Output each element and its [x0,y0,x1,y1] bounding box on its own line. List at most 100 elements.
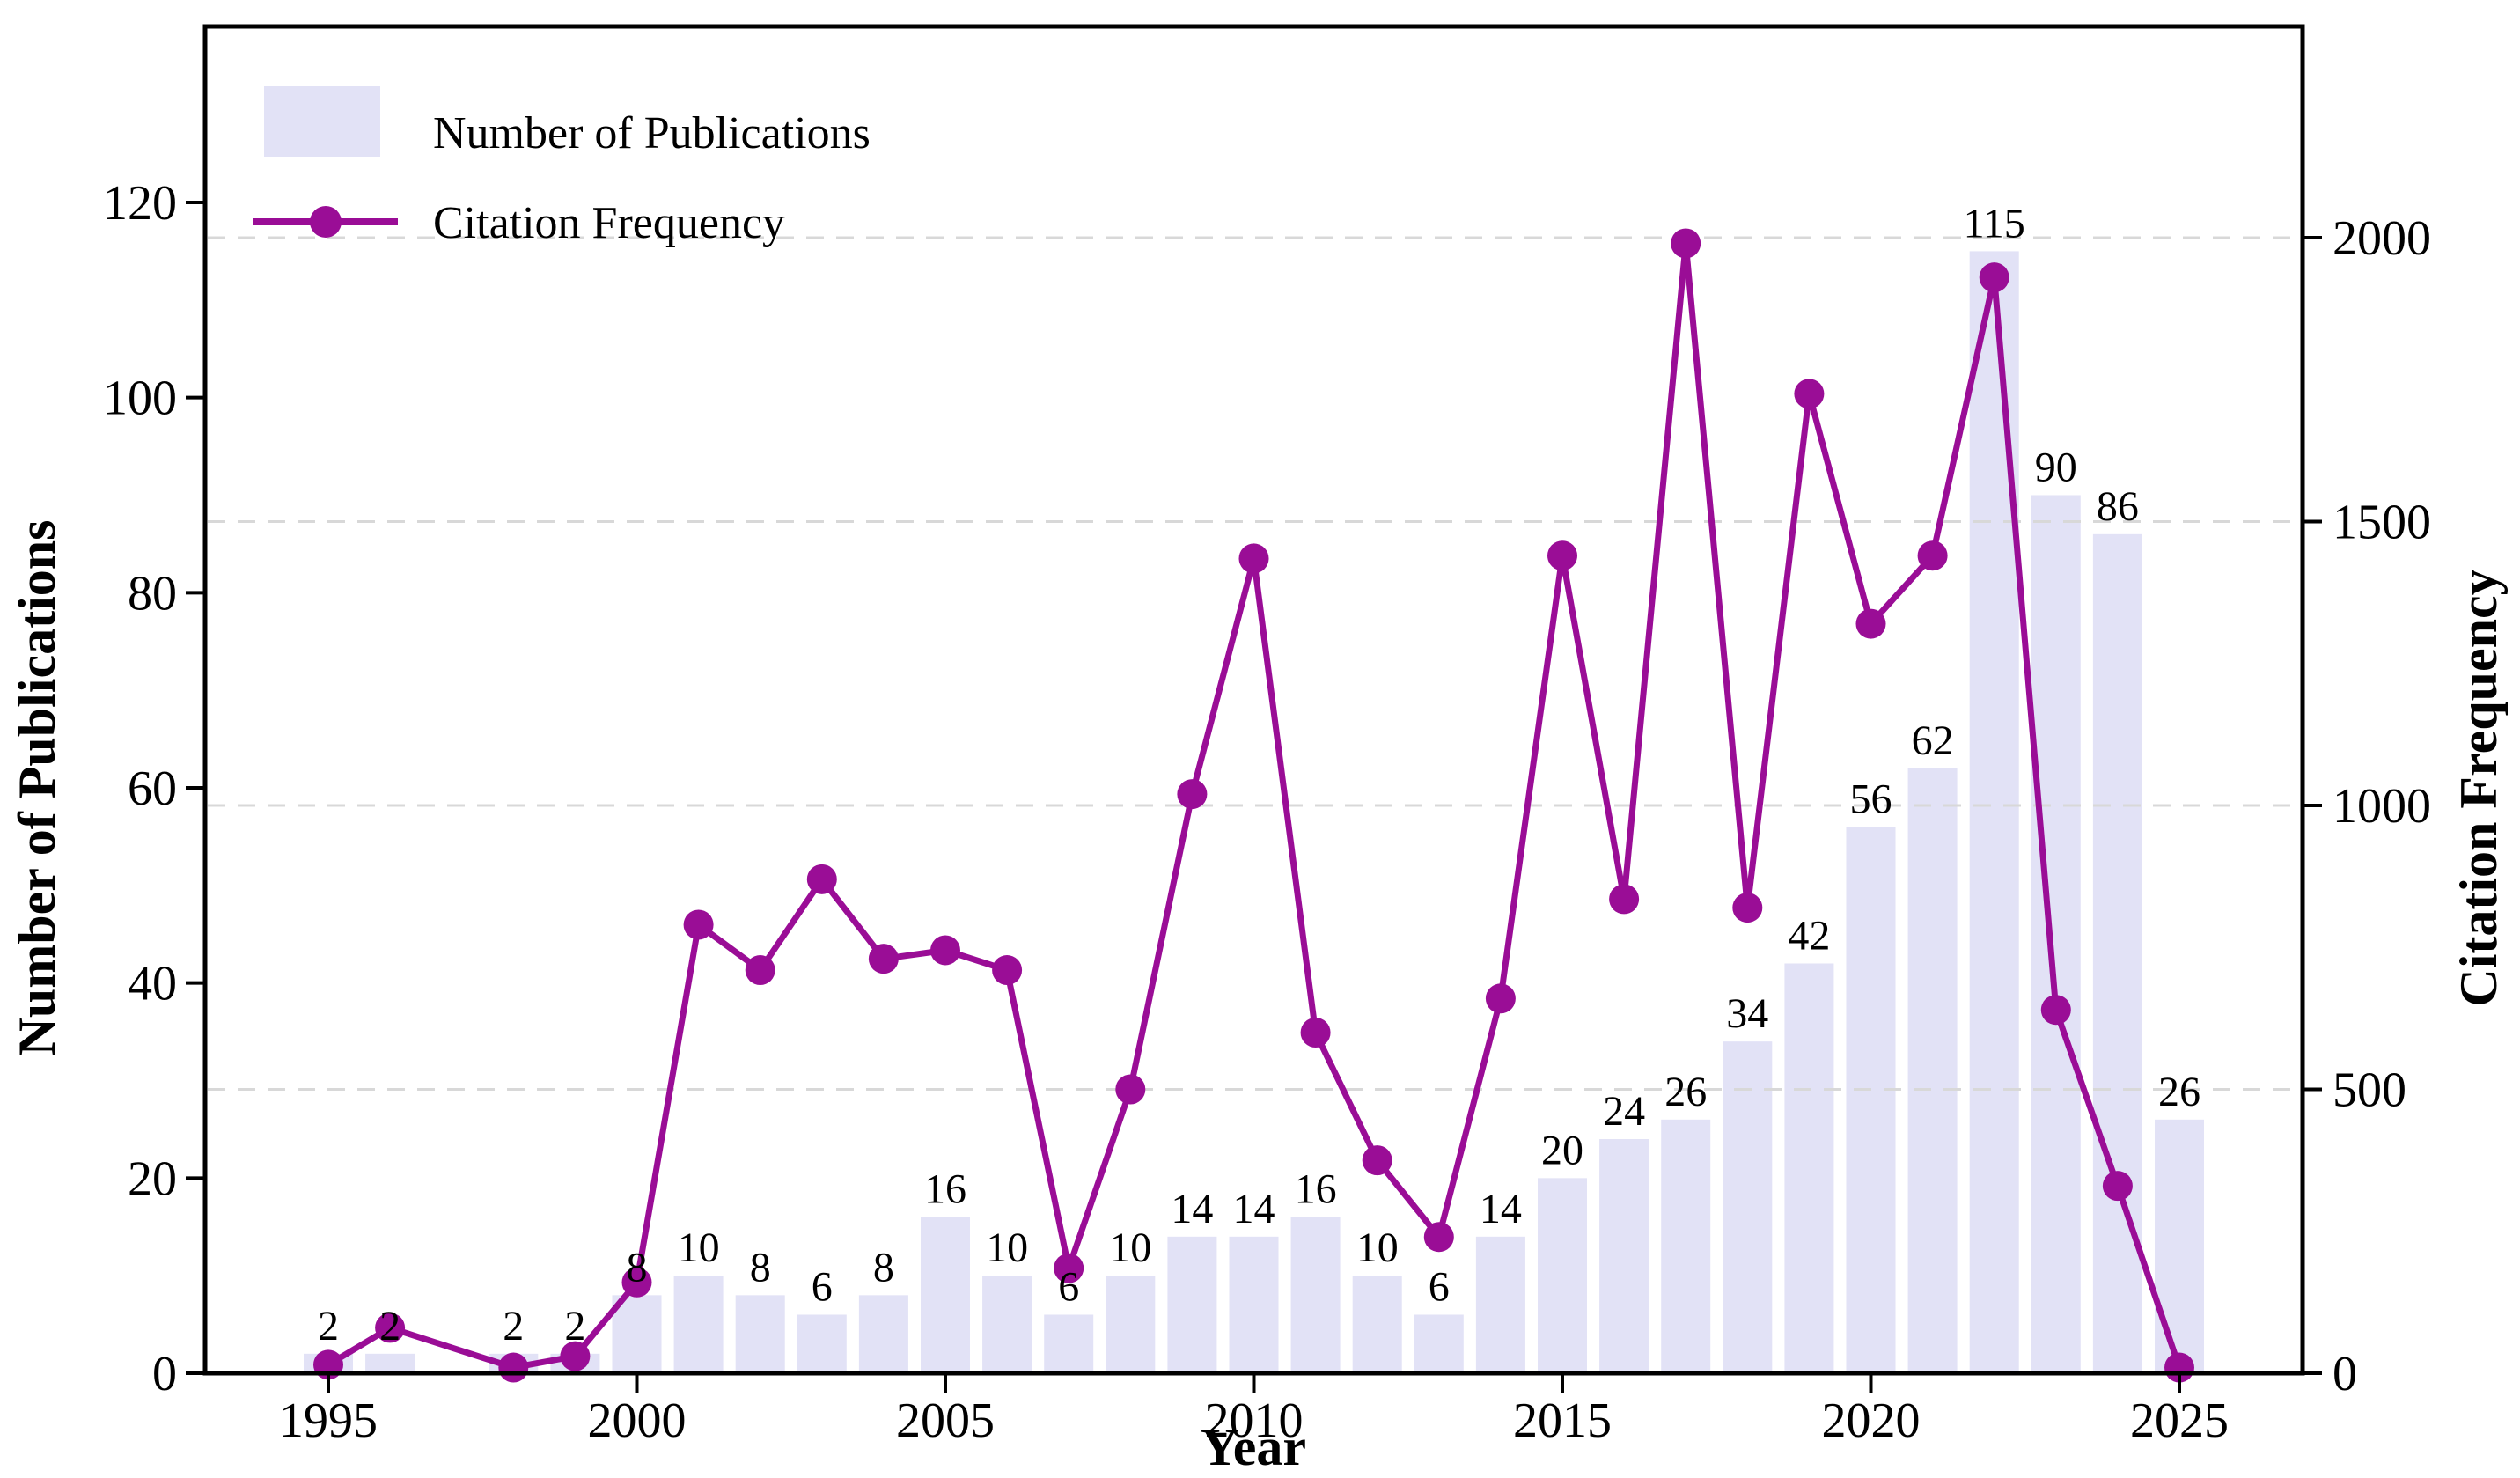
x-tick-label-2015: 2015 [1513,1393,1612,1448]
bar-value-label-1999: 2 [564,1303,585,1349]
y-right-tick-label-0: 0 [2333,1347,2357,1401]
bar-2021 [1907,768,1958,1373]
bar-value-label-2019: 42 [1788,913,1830,960]
x-tick-label-2020: 2020 [1822,1393,1921,1448]
citation-marker-1996 [375,1313,406,1343]
citation-marker-2018 [1732,893,1763,923]
citation-marker-2006 [992,955,1023,986]
x-tick-label-2000: 2000 [588,1393,687,1448]
bar-1996 [365,1353,415,1373]
citation-marker-2016 [1609,884,1640,915]
citation-marker-2023 [2040,995,2071,1026]
bar-2003 [797,1314,847,1373]
bar-value-label-2001: 10 [678,1224,720,1271]
y-left-axis-title: Number of Publications [8,520,66,1056]
bar-value-label-2012: 10 [1356,1224,1399,1271]
citation-marker-2008 [1115,1074,1146,1105]
y-left-tick-label-120: 120 [103,176,177,231]
bar-2013 [1414,1314,1464,1373]
bar-value-label-2010: 14 [1233,1186,1275,1232]
bar-2004 [858,1295,908,1373]
bar-2018 [1723,1041,1773,1373]
bar-2010 [1229,1236,1279,1373]
bar-value-label-2009: 14 [1171,1186,1213,1232]
bar-value-label-2008: 10 [1109,1224,1151,1271]
legend: Number of Publications Citation Frequenc… [253,86,871,248]
y-right-tick-label-1500: 1500 [2333,496,2431,550]
bar-2023 [2031,495,2081,1373]
bar-value-label-2004: 8 [873,1244,894,1290]
citation-marker-2000 [621,1267,652,1298]
y-left-tick-label-20: 20 [128,1151,177,1206]
bar-value-label-2025: 26 [2158,1069,2200,1115]
citation-markers-layer [313,228,2194,1383]
citation-frequency-line [325,240,2183,1371]
bar-value-label-2013: 6 [1429,1264,1450,1311]
bar-2006 [982,1276,1032,1373]
y-right-tick-label-500: 500 [2333,1063,2406,1118]
bar-value-label-2007: 6 [1058,1264,1079,1311]
citation-marker-2014 [1485,983,1516,1014]
y-left-tick-label-40: 40 [128,957,177,1011]
bar-value-label-2016: 24 [1603,1088,1645,1135]
citation-marker-2005 [930,935,960,966]
citation-marker-2013 [1423,1222,1454,1253]
legend-dot-sample [310,206,342,238]
bar-value-label-2011: 16 [1295,1166,1337,1213]
x-tick-label-1995: 1995 [279,1393,378,1448]
citation-marker-2004 [868,944,899,974]
y-left-tick-label-100: 100 [103,371,177,426]
x-tick-label-2005: 2005 [896,1393,995,1448]
legend-label-publications: Number of Publications [433,108,871,158]
citation-marker-2003 [806,864,837,894]
bar-value-label-1995: 2 [318,1303,339,1349]
bars-layer [304,251,2204,1374]
gridlines-layer [208,236,2300,1091]
citation-marker-2007 [1054,1253,1084,1283]
bar-2025 [2155,1119,2204,1373]
citation-marker-2015 [1547,540,1577,571]
bar-value-label-2022: 115 [1964,200,2025,246]
bar-value-label-2006: 10 [986,1224,1028,1271]
bar-2000 [612,1295,662,1373]
citation-marker-2022 [1979,262,2009,293]
citation-marker-2020 [1855,608,1886,639]
plot-frame [202,24,2305,1376]
bar-2002 [735,1295,785,1373]
bar-2005 [921,1217,970,1373]
citation-marker-2009 [1177,779,1208,810]
bar-2019 [1784,963,1834,1373]
citation-marker-1998 [498,1352,529,1383]
bar-2001 [673,1276,724,1373]
citation-marker-2024 [2102,1171,2133,1202]
y-right-tick-label-2000: 2000 [2333,211,2431,266]
bar-2020 [1846,827,1896,1373]
citation-marker-2017 [1671,228,1701,259]
bar-2011 [1290,1217,1341,1373]
bar-2022 [1969,251,2019,1374]
x-axis-title: Year [1201,1418,1306,1476]
citation-marker-2010 [1238,543,1269,574]
bar-value-label-2021: 62 [1912,717,1954,764]
bar-2024 [2092,533,2142,1373]
citation-marker-2012 [1362,1145,1392,1176]
bar-value-label-2017: 26 [1664,1069,1707,1115]
bar-value-label-2015: 20 [1541,1127,1583,1173]
bar-value-label-2005: 16 [924,1166,966,1213]
citation-marker-2011 [1300,1018,1331,1048]
legend-bar-swatch [264,86,380,157]
bar-value-label-1996: 2 [379,1303,400,1349]
y-right-axis-title: Citation Frequency [2450,569,2508,1006]
bar-2015 [1538,1178,1587,1373]
bar-value-label-2020: 56 [1850,776,1892,822]
citation-marker-2019 [1794,379,1825,409]
bar-2016 [1599,1139,1649,1373]
citation-marker-2021 [1917,540,1948,571]
bar-2012 [1352,1276,1402,1373]
bar-2014 [1475,1236,1525,1373]
y-left-tick-label-0: 0 [152,1347,177,1401]
